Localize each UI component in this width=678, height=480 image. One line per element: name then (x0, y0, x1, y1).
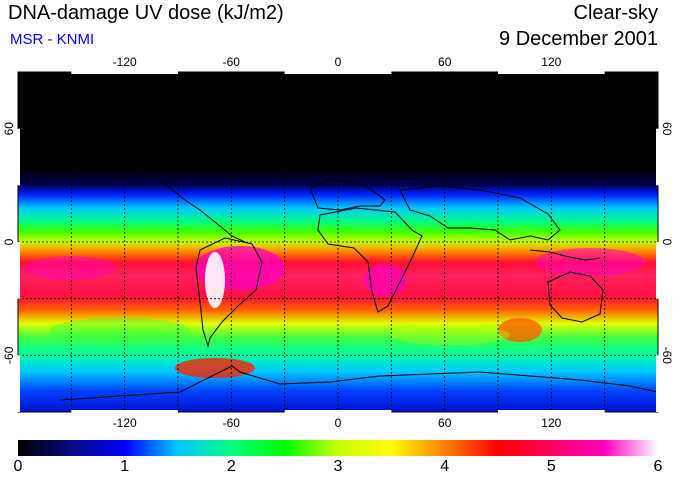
coastlines (59, 141, 658, 401)
lon-ticks-bottom: -120 -60 0 60 120 (113, 416, 562, 430)
africa-coast (317, 207, 423, 313)
lat-tick-right: -60 (660, 347, 674, 365)
colorbar (18, 440, 658, 456)
graticule (18, 72, 658, 412)
lat-tick-left: 0 (2, 238, 16, 245)
frame-top-segments (16, 70, 660, 414)
lon-tick-bottom: 60 (438, 416, 452, 430)
lon-tick-top: 0 (335, 55, 342, 69)
lat-tick-left: -60 (2, 346, 16, 364)
lon-ticks-top: -120 -60 0 60 120 (113, 55, 562, 69)
south-america-coast (195, 237, 263, 348)
lon-tick-bottom: -60 (223, 416, 241, 430)
sky-condition-label: Clear-sky (573, 2, 658, 24)
map-title: DNA-damage UV dose (kJ/m2) (8, 2, 284, 24)
australia-coast (547, 271, 604, 323)
lon-tick-bottom: 120 (541, 416, 561, 430)
colorbar-label: 0 (13, 458, 23, 475)
colorbar-label: 3 (333, 458, 343, 475)
lon-tick-top: 120 (541, 55, 561, 69)
indonesia-coast (529, 249, 601, 261)
lat-ticks-left: 60 0 -60 (2, 122, 16, 364)
antarctica-coast (59, 365, 658, 401)
greenland-coast (271, 141, 301, 179)
lat-tick-right: 0 (660, 239, 674, 246)
north-america-coast (59, 169, 246, 243)
lon-tick-bottom: -120 (113, 416, 137, 430)
lon-tick-top: -120 (113, 55, 137, 69)
date-label: 9 December 2001 (499, 28, 658, 50)
colorbar-label: 4 (440, 458, 450, 475)
lat-ticks-right: 60 0 -60 (660, 122, 674, 364)
colorbar-label: 2 (226, 458, 236, 475)
lon-tick-bottom: 0 (335, 416, 342, 430)
europe-coast (309, 179, 386, 211)
source-label: MSR - KNMI (10, 31, 95, 48)
lat-tick-right: 60 (660, 122, 674, 136)
colorbar-label: 5 (546, 458, 556, 475)
asia-coast (399, 185, 561, 241)
map-frame (16, 70, 660, 414)
lon-tick-top: -60 (223, 55, 241, 69)
colorbar-label: 1 (120, 458, 130, 475)
lat-tick-left: 60 (2, 122, 16, 136)
colorbar-label: 6 (653, 458, 663, 475)
lon-tick-top: 60 (438, 55, 452, 69)
